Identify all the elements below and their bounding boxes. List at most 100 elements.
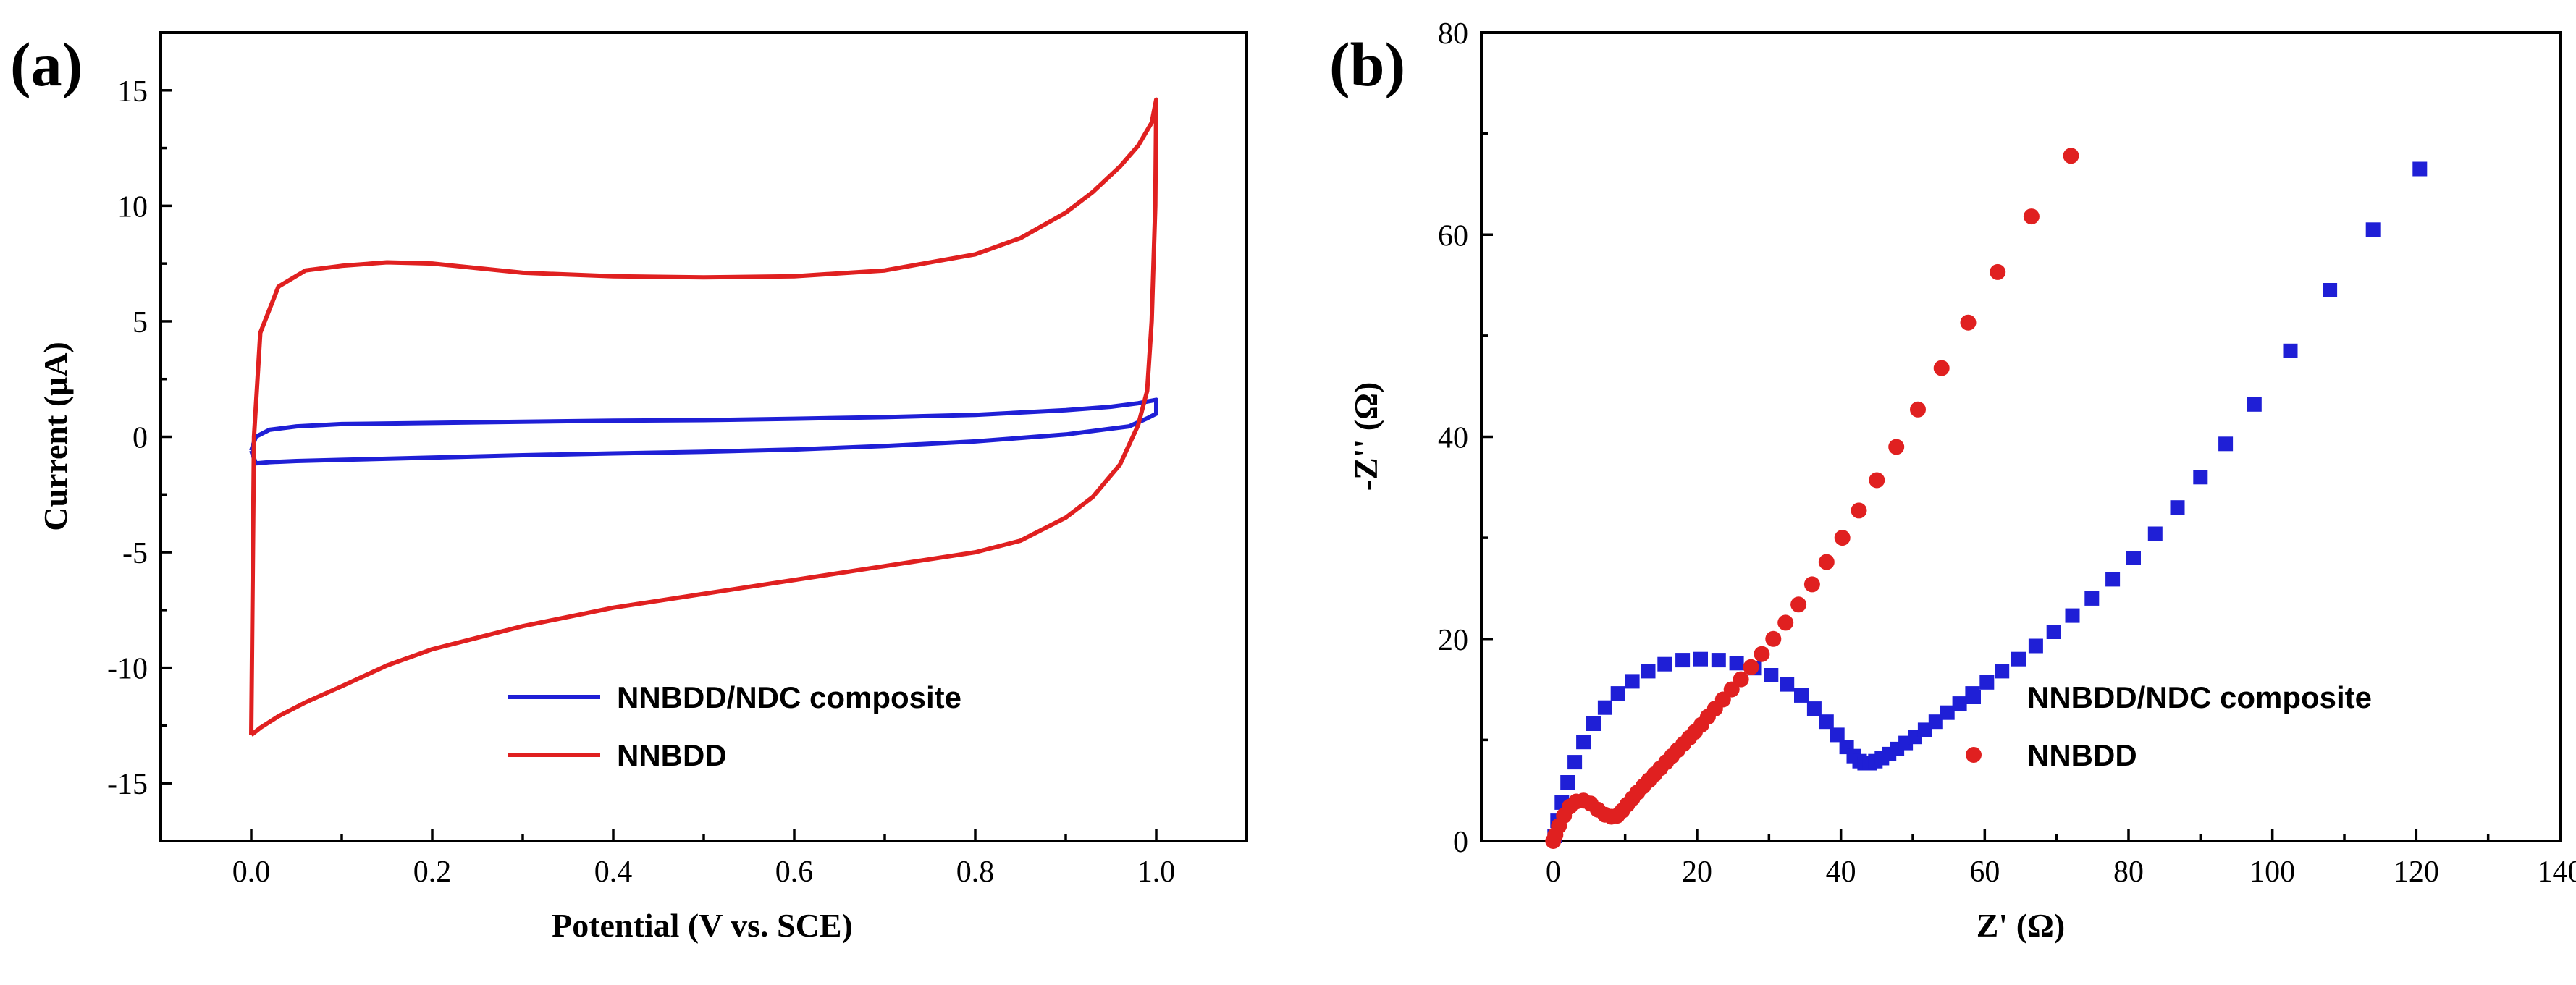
data-point-nnbdd-ndc-composite xyxy=(2084,591,2100,606)
data-point-nnbdd-ndc-composite xyxy=(1625,674,1640,689)
data-point-nnbdd-ndc-composite xyxy=(1979,675,1995,690)
data-point-nnbdd xyxy=(1960,314,1977,331)
data-point-nnbdd-ndc-composite xyxy=(2105,572,2121,587)
data-point-nnbdd-ndc-composite xyxy=(1597,700,1612,715)
data-point-nnbdd-ndc-composite xyxy=(1806,701,1822,716)
x-tick-label: 80 xyxy=(2113,855,2144,889)
data-point-nnbdd-ndc-composite xyxy=(1657,656,1672,672)
data-point-nnbdd-ndc-composite xyxy=(2011,651,2026,667)
series-line-nnbdd xyxy=(249,97,1158,737)
data-point-nnbdd xyxy=(1933,360,1950,376)
x-tick-label: 140 xyxy=(2538,855,2576,889)
y-tick-label: -5 xyxy=(122,537,148,570)
y-tick-label: 80 xyxy=(1438,17,1468,51)
y-tick-label: -10 xyxy=(107,653,148,686)
data-point-nnbdd-ndc-composite xyxy=(1794,688,1809,703)
data-point-nnbdd xyxy=(1818,554,1835,570)
data-point-nnbdd xyxy=(1777,614,1794,631)
data-point-nnbdd xyxy=(1851,502,1867,519)
x-tick-label: 40 xyxy=(1826,855,1856,889)
panel-a-y-axis-title: Current (μA) xyxy=(37,342,74,531)
data-point-nnbdd-ndc-composite xyxy=(1560,775,1575,790)
data-point-nnbdd-ndc-composite xyxy=(1780,677,1795,692)
data-point-nnbdd xyxy=(2063,148,2079,164)
data-point-nnbdd-ndc-composite xyxy=(1675,653,1691,668)
data-point-nnbdd-ndc-composite xyxy=(1952,696,1967,711)
y-tick-label: -15 xyxy=(107,768,148,801)
data-point-nnbdd-ndc-composite xyxy=(2126,551,2141,565)
panel-b-x-axis-title: Z' (Ω) xyxy=(1977,907,2065,944)
legend-marker-composite xyxy=(1966,690,1981,704)
data-point-nnbdd-ndc-composite xyxy=(1729,656,1744,671)
data-point-nnbdd xyxy=(1723,681,1740,698)
data-point-nnbdd xyxy=(1990,263,2006,280)
panel-a-label: (a) xyxy=(10,30,83,99)
data-point-nnbdd-ndc-composite xyxy=(2028,638,2043,654)
data-point-nnbdd xyxy=(1910,401,1926,418)
data-point-nnbdd-ndc-composite xyxy=(2283,343,2298,358)
data-point-nnbdd xyxy=(1869,472,1885,489)
panel-a-ticks xyxy=(161,89,1158,841)
data-point-nnbdd xyxy=(1888,439,1905,455)
panel-a-legend: NNBDD/NDC composite NNBDD xyxy=(508,680,961,772)
data-point-nnbdd-ndc-composite xyxy=(2323,283,2338,297)
x-tick-label: 0 xyxy=(1546,855,1561,889)
panel-b-plot-frame xyxy=(1480,31,2562,842)
panel-a-x-tick-labels: 0.0 0.2 0.4 0.6 0.8 1.0 xyxy=(232,855,1176,889)
data-point-nnbdd xyxy=(1834,530,1851,546)
data-point-nnbdd-ndc-composite xyxy=(1576,735,1591,750)
panel-b-legend: NNBDD/NDC composite NNBDD xyxy=(1966,680,2372,772)
data-point-nnbdd-ndc-composite xyxy=(1693,651,1708,667)
data-point-nnbdd-ndc-composite xyxy=(2170,500,2185,515)
data-point-nnbdd-ndc-composite xyxy=(1610,686,1625,701)
data-point-nnbdd xyxy=(1765,630,1782,647)
data-point-nnbdd-ndc-composite xyxy=(2365,222,2381,237)
x-tick-label: 0.4 xyxy=(594,855,633,889)
data-point-nnbdd-ndc-composite xyxy=(2193,470,2208,485)
data-point-nnbdd-ndc-composite xyxy=(1567,755,1583,770)
data-point-nnbdd-ndc-composite xyxy=(2046,625,2061,639)
x-tick-label: 0.2 xyxy=(413,855,452,889)
panel-a-cv-chart: (a) 0.0 0.2 0.4 0.6 0.8 1.0 -15 -10 -5 0 5 10 15 Po… xyxy=(10,30,1248,944)
legend-marker-nnbdd xyxy=(1966,747,1982,763)
y-tick-label: 0 xyxy=(1453,826,1468,859)
data-point-nnbdd xyxy=(1733,671,1749,688)
data-point-nnbdd-ndc-composite xyxy=(1586,716,1601,731)
x-tick-label: 60 xyxy=(1969,855,2000,889)
x-tick-label: 1.0 xyxy=(1137,855,1176,889)
x-tick-label: 0.6 xyxy=(775,855,814,889)
x-tick-label: 100 xyxy=(2249,855,2295,889)
legend-label-composite-b: NNBDD/NDC composite xyxy=(2027,680,2372,714)
panel-b-x-tick-labels: 0 20 40 60 80 100 120 140 xyxy=(1546,855,2576,889)
data-point-nnbdd-ndc-composite xyxy=(2412,161,2428,177)
series-line-nnbdd-ndc-composite xyxy=(249,397,1158,466)
panel-b-y-axis-title: -Z'' (Ω) xyxy=(1347,382,1384,491)
data-point-nnbdd-ndc-composite xyxy=(1830,727,1845,743)
panel-b-series xyxy=(1545,148,2428,849)
panel-b-label: (b) xyxy=(1329,30,1405,99)
legend-label-nnbdd-b: NNBDD xyxy=(2027,738,2137,772)
panel-a-series xyxy=(249,97,1158,737)
panel-b-y-tick-labels: 0 20 40 60 80 xyxy=(1438,17,1468,859)
data-point-nnbdd-ndc-composite xyxy=(1995,664,2010,679)
x-tick-label: 0.0 xyxy=(232,855,271,889)
data-point-nnbdd xyxy=(1743,659,1759,675)
y-tick-label: 60 xyxy=(1438,219,1468,253)
data-point-nnbdd-ndc-composite xyxy=(2218,436,2234,452)
panel-a-y-tick-labels: -15 -10 -5 0 5 10 15 xyxy=(107,75,148,801)
data-point-nnbdd xyxy=(1803,576,1820,593)
data-point-nnbdd-ndc-composite xyxy=(1711,653,1726,668)
data-point-nnbdd-ndc-composite xyxy=(2147,526,2163,541)
y-tick-label: 40 xyxy=(1438,422,1468,455)
panel-b-ticks xyxy=(1481,31,2562,842)
data-point-nnbdd-ndc-composite xyxy=(1940,705,1955,720)
x-tick-label: 120 xyxy=(2394,855,2439,889)
y-tick-label: 20 xyxy=(1438,624,1468,657)
y-tick-label: 15 xyxy=(117,75,148,109)
x-tick-label: 0.8 xyxy=(956,855,995,889)
panel-a-x-axis-title: Potential (V vs. SCE) xyxy=(552,907,853,944)
panel-a-plot-frame xyxy=(159,31,1248,842)
data-point-nnbdd xyxy=(2023,208,2040,225)
